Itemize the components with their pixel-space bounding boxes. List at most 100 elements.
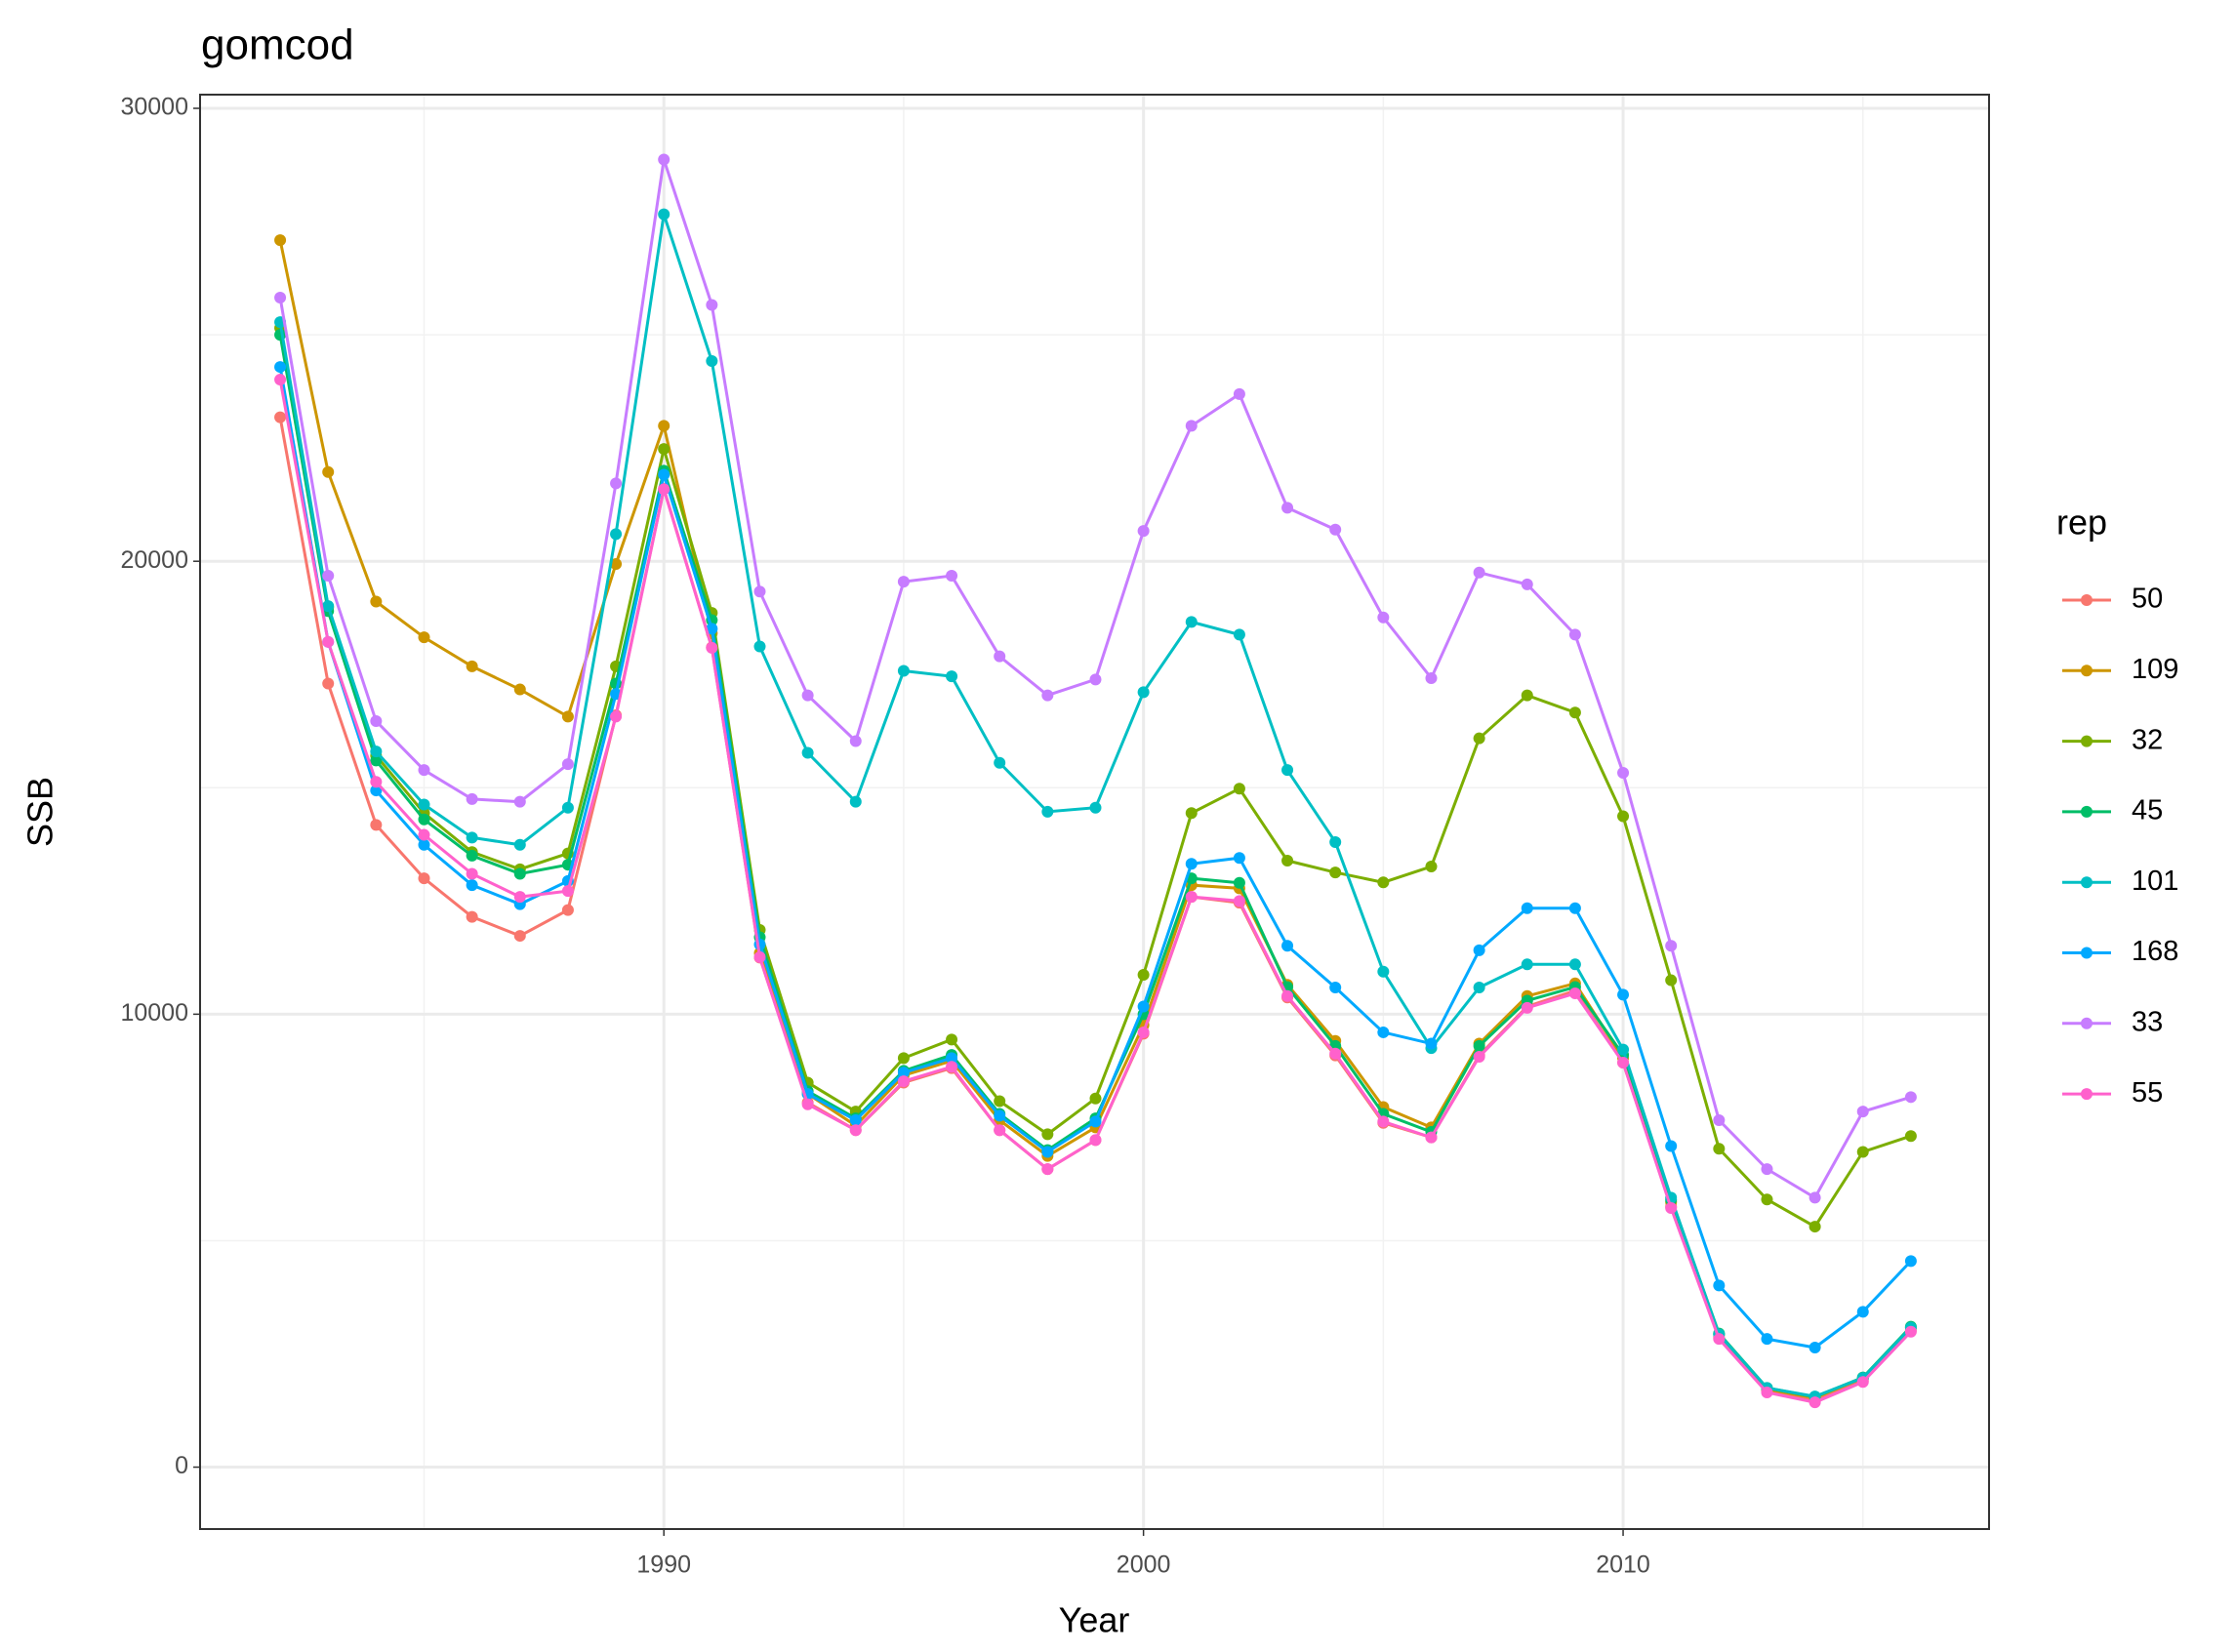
data-point bbox=[466, 867, 478, 880]
data-point bbox=[1665, 974, 1678, 987]
data-point bbox=[897, 576, 910, 588]
legend-key-point bbox=[2081, 805, 2093, 818]
data-point bbox=[274, 374, 287, 386]
data-point bbox=[370, 776, 383, 788]
data-point bbox=[1233, 387, 1245, 400]
data-point bbox=[1281, 855, 1294, 867]
data-point bbox=[994, 1124, 1006, 1137]
data-point bbox=[561, 758, 574, 771]
legend-label: 168 bbox=[2132, 936, 2178, 967]
data-point bbox=[1329, 835, 1342, 848]
legend-key-point bbox=[2081, 665, 2093, 677]
data-point bbox=[418, 813, 430, 826]
data-point bbox=[513, 891, 526, 904]
data-point bbox=[466, 879, 478, 892]
data-point bbox=[418, 828, 430, 841]
legend-key-point bbox=[2081, 1017, 2093, 1029]
data-point bbox=[274, 361, 287, 374]
data-point bbox=[513, 838, 526, 851]
data-point bbox=[1137, 1026, 1150, 1038]
data-point bbox=[753, 585, 766, 598]
data-point bbox=[1137, 1000, 1150, 1013]
data-point bbox=[897, 1075, 910, 1088]
data-point bbox=[1281, 502, 1294, 514]
legend-label: 101 bbox=[2132, 866, 2178, 897]
data-point bbox=[370, 745, 383, 758]
legend-key-point bbox=[2081, 947, 2093, 959]
data-point bbox=[753, 640, 766, 653]
data-point bbox=[1761, 1193, 1773, 1206]
chart-title: gomcod bbox=[201, 21, 354, 69]
data-point bbox=[1856, 1306, 1869, 1318]
data-point bbox=[1329, 866, 1342, 879]
data-point bbox=[1665, 940, 1678, 952]
data-point bbox=[1713, 1333, 1726, 1346]
data-point bbox=[1089, 673, 1102, 686]
data-point bbox=[1521, 958, 1533, 971]
data-point bbox=[513, 930, 526, 943]
data-point bbox=[1233, 876, 1245, 889]
data-point bbox=[706, 355, 718, 368]
data-point bbox=[1904, 1255, 1917, 1268]
data-point bbox=[1089, 1115, 1102, 1128]
data-point bbox=[1089, 801, 1102, 814]
data-point bbox=[1041, 1128, 1054, 1141]
data-point bbox=[1856, 1376, 1869, 1389]
data-point bbox=[1521, 689, 1533, 702]
data-point bbox=[322, 677, 335, 690]
data-point bbox=[1713, 1279, 1726, 1292]
y-axis-title: SSB bbox=[20, 777, 61, 847]
data-point bbox=[1808, 1221, 1821, 1233]
data-point bbox=[1041, 1163, 1054, 1176]
data-point bbox=[1425, 1131, 1438, 1144]
data-point bbox=[322, 465, 335, 478]
data-point bbox=[1233, 628, 1245, 641]
data-point bbox=[1808, 1396, 1821, 1409]
data-point bbox=[274, 292, 287, 304]
data-point bbox=[753, 950, 766, 963]
data-point bbox=[946, 1033, 958, 1046]
data-point bbox=[801, 746, 814, 759]
data-point bbox=[1761, 1163, 1773, 1176]
data-point bbox=[1856, 1146, 1869, 1158]
data-point bbox=[994, 650, 1006, 663]
data-point bbox=[1425, 861, 1438, 873]
data-point bbox=[897, 1052, 910, 1065]
data-point bbox=[849, 795, 862, 808]
data-point bbox=[658, 153, 670, 166]
data-point bbox=[1233, 852, 1245, 865]
data-point bbox=[1761, 1333, 1773, 1346]
data-point bbox=[610, 528, 623, 541]
data-point bbox=[322, 635, 335, 648]
data-point bbox=[1089, 1134, 1102, 1147]
data-point bbox=[370, 819, 383, 831]
data-point bbox=[370, 715, 383, 728]
data-point bbox=[1233, 783, 1245, 795]
data-point bbox=[1665, 1140, 1678, 1152]
data-point bbox=[1568, 706, 1581, 719]
data-point bbox=[1521, 578, 1533, 590]
data-point bbox=[801, 1098, 814, 1110]
data-point bbox=[1904, 1130, 1917, 1143]
data-point bbox=[1185, 891, 1198, 904]
legend-label: 109 bbox=[2132, 654, 2178, 685]
data-point bbox=[1377, 611, 1390, 624]
data-point bbox=[1329, 1047, 1342, 1060]
panel-border bbox=[199, 94, 1990, 1530]
data-point bbox=[1185, 420, 1198, 432]
data-point bbox=[1808, 1191, 1821, 1204]
data-point bbox=[466, 849, 478, 862]
data-point bbox=[1568, 902, 1581, 914]
data-point bbox=[1041, 1146, 1054, 1158]
data-point bbox=[1761, 1386, 1773, 1398]
data-point bbox=[274, 234, 287, 247]
data-point bbox=[1568, 987, 1581, 1000]
data-point bbox=[1473, 1051, 1485, 1064]
data-point bbox=[706, 299, 718, 311]
data-point bbox=[1185, 616, 1198, 628]
data-point bbox=[561, 801, 574, 814]
data-point bbox=[1329, 523, 1342, 536]
legend-label: 45 bbox=[2132, 795, 2163, 826]
data-point bbox=[658, 443, 670, 456]
